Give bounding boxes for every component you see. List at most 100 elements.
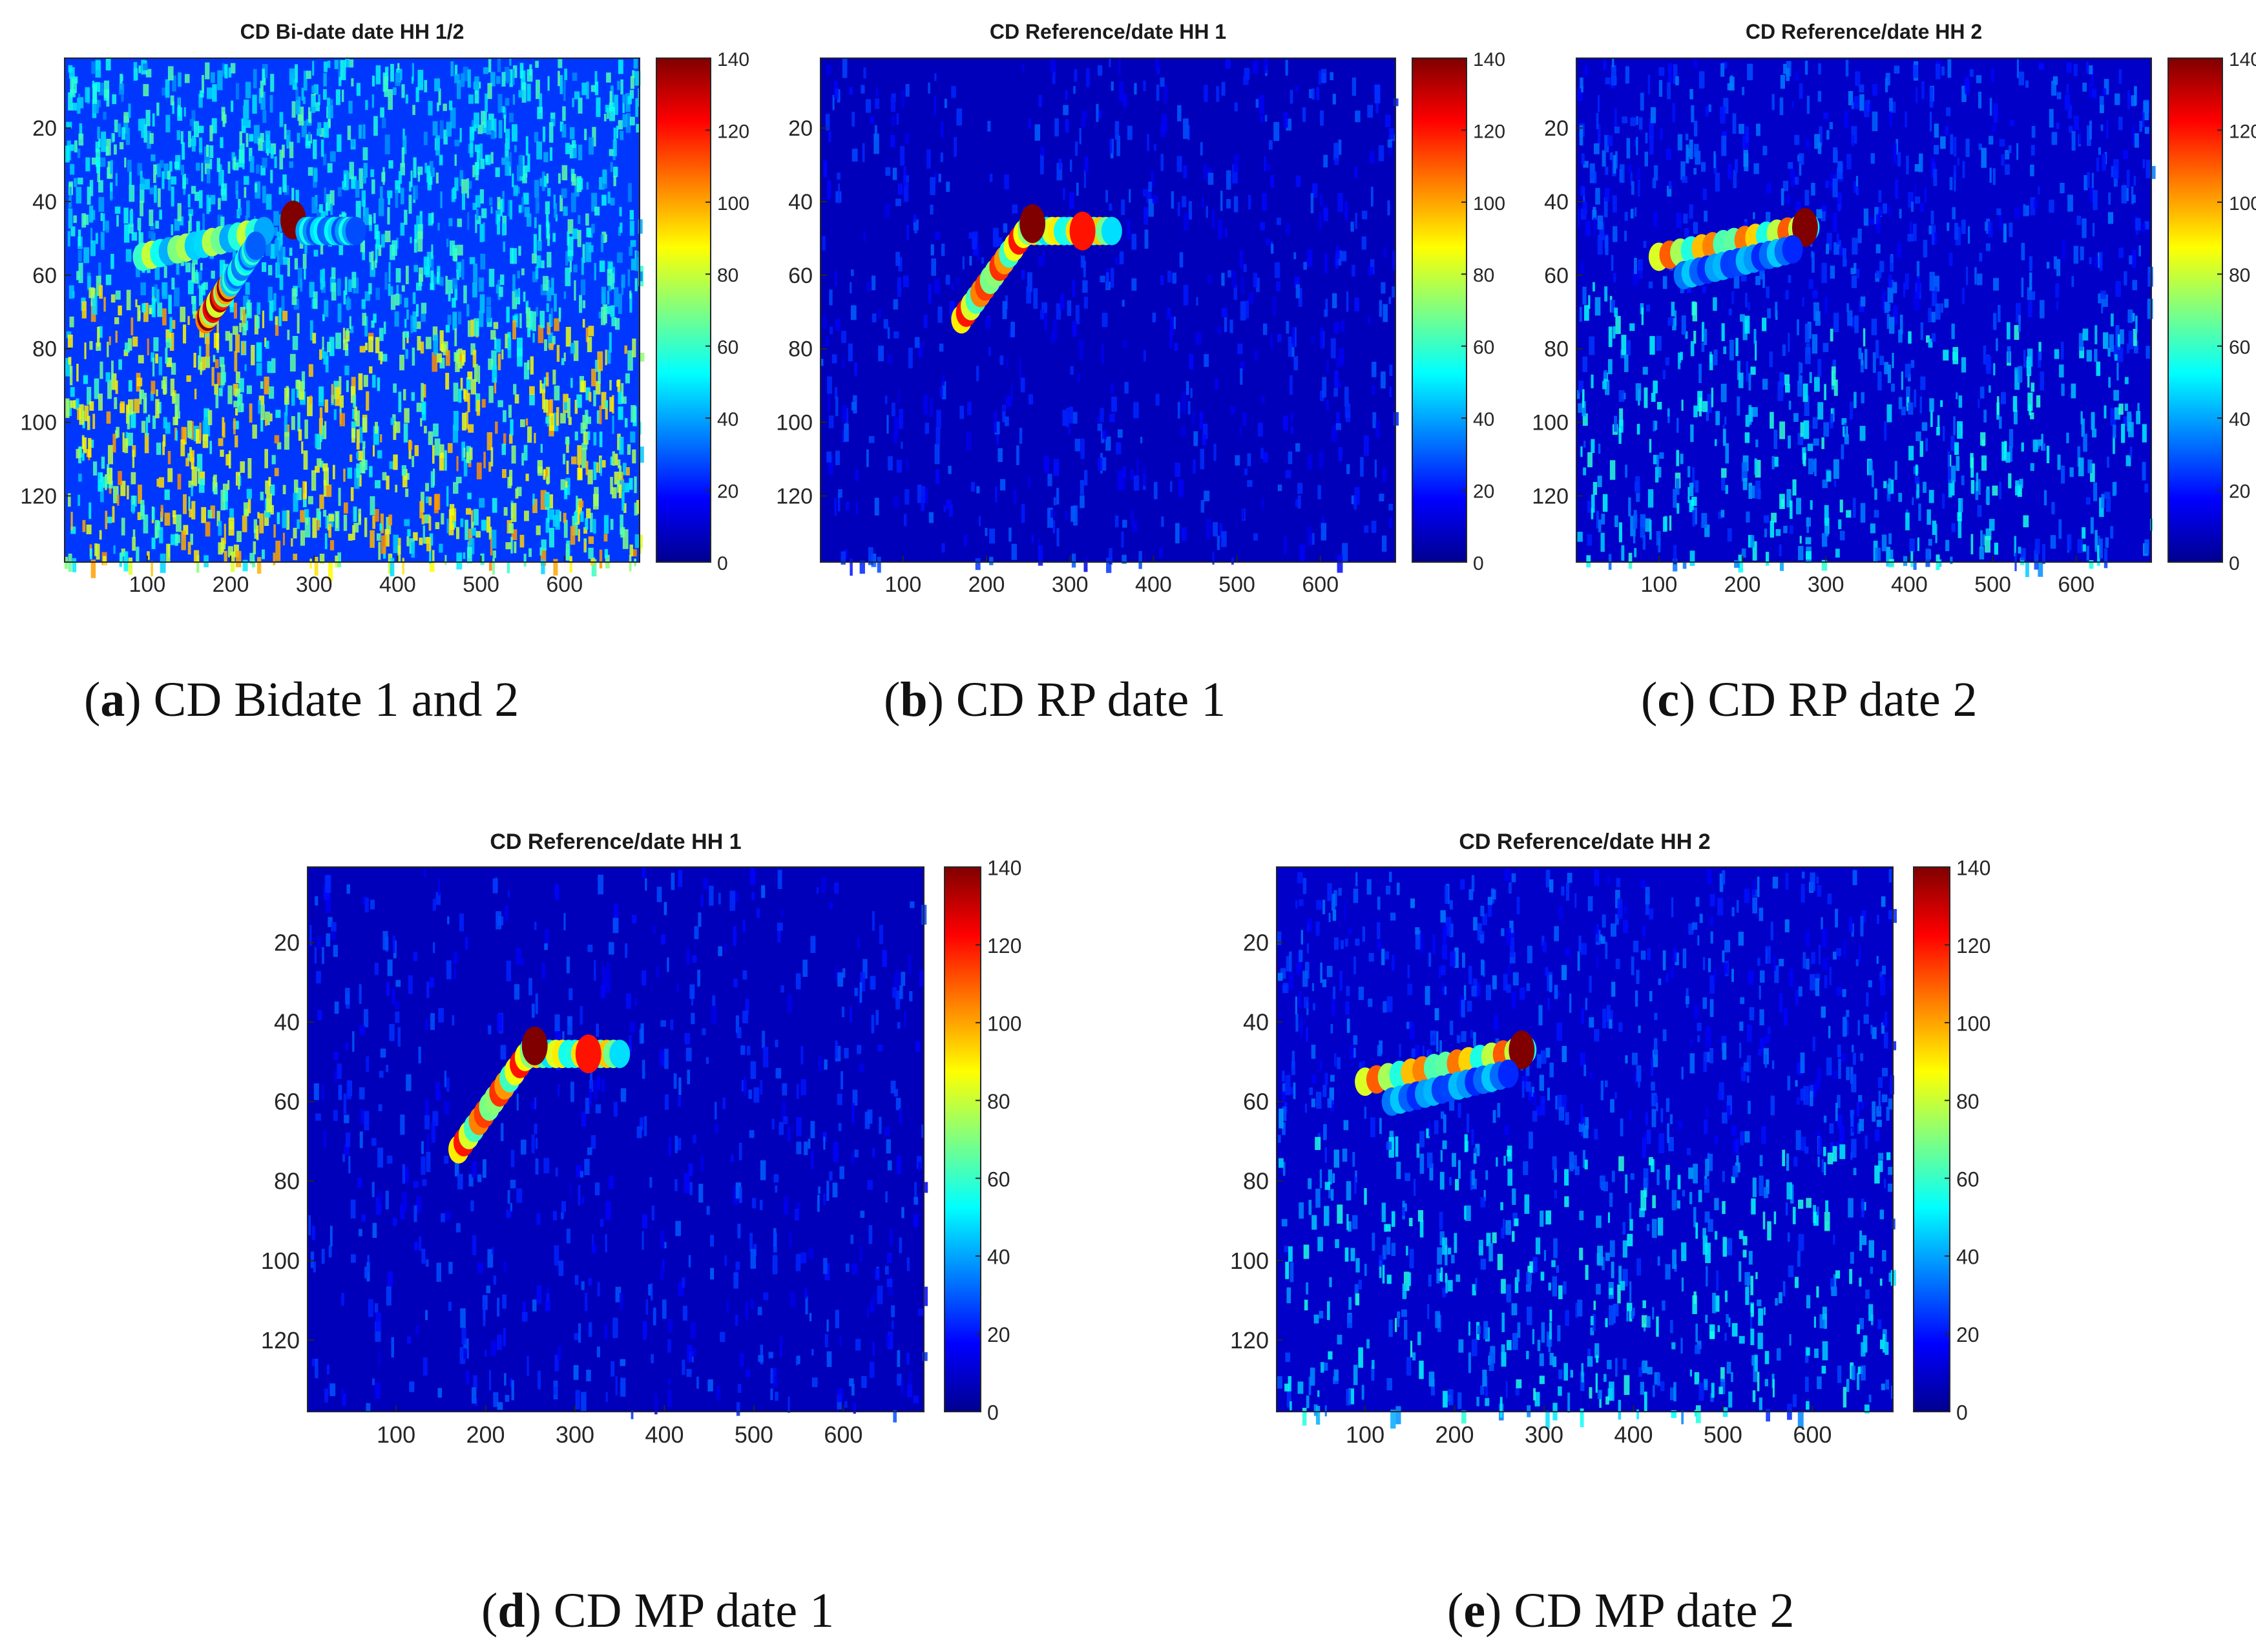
heatmap-background bbox=[1277, 867, 1893, 1412]
heatmap-features bbox=[1355, 1030, 1537, 1116]
axes-box bbox=[1276, 866, 1894, 1412]
colorbar-tick-label: 0 bbox=[1956, 1401, 1968, 1425]
heatmap-cell bbox=[1101, 216, 1122, 246]
caption-d: (d) CD MP date 1 bbox=[481, 1584, 835, 1638]
colorbar-tick-label: 20 bbox=[987, 1323, 1010, 1346]
colorbar-tick-label: 0 bbox=[987, 1401, 999, 1425]
x-tick-label: 300 bbox=[1052, 572, 1089, 597]
colorbar-tick-label: 100 bbox=[1473, 193, 1505, 214]
x-tick-label: 300 bbox=[556, 1421, 594, 1448]
caption-a: (a) CD Bidate 1 and 2 bbox=[84, 673, 519, 727]
colorbar-tick-label: 80 bbox=[1956, 1090, 1979, 1113]
colorbar-tick-label: 60 bbox=[1956, 1167, 1979, 1191]
x-tick-label: 200 bbox=[213, 572, 249, 597]
colorbar-tick-label: 40 bbox=[2229, 409, 2250, 430]
chart-title: CD Bi-date date HH 1/2 bbox=[240, 20, 465, 43]
heatmap-hotspot bbox=[1509, 1030, 1535, 1070]
x-tick-label: 100 bbox=[129, 572, 166, 597]
colorbar-tick-label: 120 bbox=[1956, 934, 1990, 957]
heatmap-hotspot bbox=[1791, 207, 1818, 247]
x-tick-label: 100 bbox=[885, 572, 922, 597]
chart-panel-b: CD Reference/date HH 1 100 200 300 400 500 600… bbox=[756, 0, 1505, 597]
x-tick-label: 400 bbox=[645, 1421, 684, 1448]
y-tick-label: 40 bbox=[788, 190, 813, 214]
x-tick-label: 400 bbox=[1891, 572, 1928, 597]
chart-title: CD Reference/date HH 1 bbox=[990, 20, 1226, 43]
axes-box bbox=[820, 58, 1396, 563]
x-tick-label: 500 bbox=[1218, 572, 1255, 597]
y-tick-label: 100 bbox=[776, 411, 813, 435]
heatmap-features bbox=[448, 1026, 631, 1164]
chart-panel-e: CD Reference/date HH 2 100 200 300 400 500 600… bbox=[1215, 808, 1990, 1486]
y-tick-label: 100 bbox=[1230, 1248, 1269, 1274]
colorbar-tick-label: 100 bbox=[987, 1012, 1021, 1035]
y-tick-label: 20 bbox=[274, 930, 300, 956]
y-tick-label: 40 bbox=[274, 1009, 300, 1036]
colorbar-tick-label: 140 bbox=[2229, 49, 2256, 70]
heatmap-features bbox=[1648, 207, 1820, 289]
y-tick-label: 80 bbox=[274, 1168, 300, 1195]
y-tick-label: 120 bbox=[1532, 484, 1569, 508]
y-tick-label: 60 bbox=[32, 264, 57, 288]
y-tick-label: 80 bbox=[32, 337, 57, 362]
x-tick-label: 400 bbox=[1614, 1421, 1653, 1448]
y-tick-label: 60 bbox=[1544, 264, 1569, 288]
x-tick-label: 500 bbox=[463, 572, 499, 597]
y-tick-label: 60 bbox=[788, 264, 813, 288]
heatmap-hotspot bbox=[575, 1034, 601, 1074]
x-tick-label: 100 bbox=[377, 1421, 415, 1448]
colorbar-tick-label: 140 bbox=[987, 857, 1021, 880]
x-tick-label: 600 bbox=[546, 572, 583, 597]
y-tick-label: 100 bbox=[20, 411, 57, 435]
colorbar-tick-label: 80 bbox=[2229, 265, 2250, 286]
colorbar bbox=[1913, 866, 1950, 1412]
colorbar bbox=[2167, 58, 2223, 563]
y-tick-label: 120 bbox=[1230, 1327, 1269, 1354]
x-tick-label: 600 bbox=[2058, 572, 2094, 597]
heatmap-cell bbox=[1498, 1059, 1519, 1088]
y-tick-label: 60 bbox=[274, 1089, 300, 1115]
x-tick-label: 400 bbox=[1135, 572, 1172, 597]
heatmap-hotspot bbox=[1019, 204, 1046, 244]
axes-box bbox=[307, 866, 924, 1412]
chart-title: CD Reference/date HH 1 bbox=[490, 830, 741, 854]
x-tick-label: 600 bbox=[1793, 1421, 1832, 1448]
heatmap-cell bbox=[345, 216, 366, 246]
colorbar-tick-label: 20 bbox=[1473, 481, 1494, 502]
colorbar-tick-label: 100 bbox=[1956, 1012, 1990, 1035]
caption-b: (b) CD RP date 1 bbox=[884, 673, 1226, 727]
y-tick-label: 20 bbox=[32, 116, 57, 141]
chart-title: CD Reference/date HH 2 bbox=[1459, 830, 1710, 854]
heatmap-speckle bbox=[308, 868, 928, 1423]
heatmap-cell bbox=[609, 1040, 631, 1069]
axes-box bbox=[1576, 58, 2152, 563]
colorbar bbox=[1412, 58, 1467, 563]
x-tick-label: 600 bbox=[824, 1421, 862, 1448]
chart-panel-d: CD Reference/date HH 1 100 200 300 400 500 600… bbox=[245, 808, 1021, 1486]
x-tick-label: 300 bbox=[1525, 1421, 1563, 1448]
x-tick-label: 100 bbox=[1346, 1421, 1384, 1448]
y-tick-label: 120 bbox=[261, 1327, 300, 1354]
x-tick-label: 300 bbox=[1808, 572, 1844, 597]
chart-panel-c: CD Reference/date HH 2 100 200 300 400 500 600… bbox=[1512, 0, 2256, 597]
x-tick-label: 200 bbox=[1724, 572, 1761, 597]
x-tick-label: 200 bbox=[1435, 1421, 1474, 1448]
colorbar-tick-label: 60 bbox=[2229, 337, 2250, 359]
y-tick-label: 120 bbox=[20, 484, 57, 508]
heatmap-hotspot bbox=[521, 1026, 548, 1065]
y-tick-label: 20 bbox=[788, 116, 813, 141]
x-tick-label: 500 bbox=[1704, 1421, 1742, 1448]
y-tick-label: 20 bbox=[1243, 930, 1269, 956]
y-tick-label: 60 bbox=[1243, 1089, 1269, 1115]
colorbar-tick-label: 0 bbox=[2229, 553, 2240, 574]
colorbar bbox=[656, 58, 711, 563]
heatmap-speckle bbox=[1277, 868, 1897, 1429]
heatmap-cell bbox=[1782, 235, 1803, 264]
colorbar-tick-label: 80 bbox=[1473, 265, 1494, 286]
x-tick-label: 200 bbox=[466, 1421, 505, 1448]
heatmap-cell bbox=[245, 231, 266, 260]
